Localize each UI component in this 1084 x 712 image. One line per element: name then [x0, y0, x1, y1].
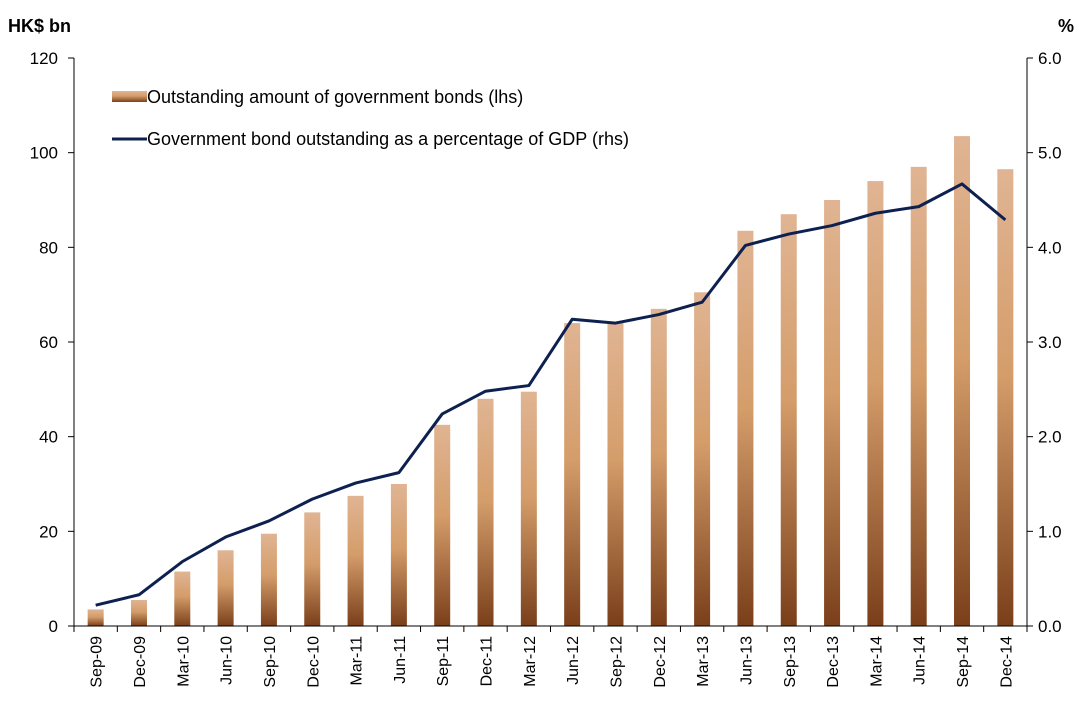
right-tick-label: 2.0	[1038, 428, 1062, 447]
bar-sep-10	[260, 533, 277, 626]
bar-dec-09	[130, 599, 147, 626]
gdp-percentage-line	[95, 182, 1007, 607]
bar-sep-11	[434, 424, 451, 626]
right-axis-title: %	[1058, 16, 1074, 36]
bar-jun-12	[564, 323, 581, 626]
bar-jun-14	[910, 166, 927, 626]
legend: Outstanding amount of government bonds (…	[112, 87, 629, 149]
bar-mar-12	[520, 391, 537, 626]
right-tick-label: 1.0	[1038, 522, 1062, 541]
x-tick-label: Dec-12	[652, 636, 669, 688]
x-tick-label: Mar-12	[522, 636, 539, 687]
legend-bar-label: Outstanding amount of government bonds (…	[147, 87, 523, 107]
x-tick-label: Dec-09	[132, 636, 149, 688]
x-tick-label: Jun-11	[392, 636, 409, 684]
x-tick-label: Dec-11	[479, 636, 496, 686]
x-tick-label: Jun-10	[219, 636, 236, 685]
left-axis-title: HK$ bn	[8, 16, 71, 36]
bar-sep-13	[780, 214, 797, 626]
ticks-layer: 0 20 40 60 80 100 120 0.0 1.0 2.0 3.0 4.0 5.0 6.0 Sep-…	[30, 49, 1062, 688]
bar-sep-12	[607, 323, 624, 626]
x-tick-label: Dec-14	[998, 636, 1015, 688]
bar-mar-10	[174, 571, 191, 626]
right-tick-label: 6.0	[1038, 49, 1062, 68]
x-tick-label: Mar-13	[695, 636, 712, 687]
bar-sep-14	[954, 136, 971, 626]
right-tick-label: 5.0	[1038, 144, 1062, 163]
legend-line-label: Government bond outstanding as a percent…	[147, 129, 629, 149]
bar-mar-13	[694, 292, 711, 626]
x-tick-label: Sep-12	[608, 636, 625, 688]
bar-jun-10	[217, 550, 234, 626]
right-tick-label: 0.0	[1038, 617, 1062, 636]
x-tick-label: Mar-11	[349, 636, 366, 686]
left-tick-label: 0	[49, 617, 58, 636]
x-tick-label: Mar-14	[868, 636, 885, 687]
bar-jun-13	[737, 230, 754, 626]
right-tick-label: 3.0	[1038, 333, 1062, 352]
bar-dec-14	[997, 169, 1014, 627]
bar-mar-14	[867, 181, 884, 626]
bar-sep-09	[87, 609, 104, 626]
x-tick-label: Sep-10	[262, 636, 279, 688]
bars-layer	[87, 136, 1014, 627]
x-tick-label: Sep-11	[435, 636, 452, 687]
bar-dec-12	[650, 308, 667, 626]
x-tick-label: Jun-12	[565, 636, 582, 685]
bar-dec-11	[477, 398, 494, 626]
left-tick-label: 20	[39, 522, 58, 541]
left-tick-label: 120	[30, 49, 58, 68]
line-layer	[95, 182, 1007, 607]
left-tick-label: 40	[39, 428, 58, 447]
legend-bar-swatch	[112, 91, 147, 102]
left-tick-label: 100	[30, 144, 58, 163]
bar-dec-10	[304, 512, 321, 626]
x-tick-label: Sep-13	[782, 636, 799, 688]
left-tick-label: 60	[39, 333, 58, 352]
x-tick-label: Mar-10	[175, 636, 192, 687]
x-tick-label: Sep-14	[955, 636, 972, 688]
x-tick-label: Dec-13	[825, 636, 842, 688]
x-tick-label: Sep-09	[89, 636, 106, 688]
x-tick-label: Jun-13	[738, 636, 755, 685]
bar-mar-11	[347, 495, 364, 626]
bar-dec-13	[824, 200, 841, 626]
x-tick-label: Dec-10	[305, 636, 322, 688]
bar-jun-11	[390, 484, 407, 626]
right-tick-label: 4.0	[1038, 238, 1062, 257]
left-tick-label: 80	[39, 238, 58, 257]
x-tick-label: Jun-14	[912, 636, 929, 685]
